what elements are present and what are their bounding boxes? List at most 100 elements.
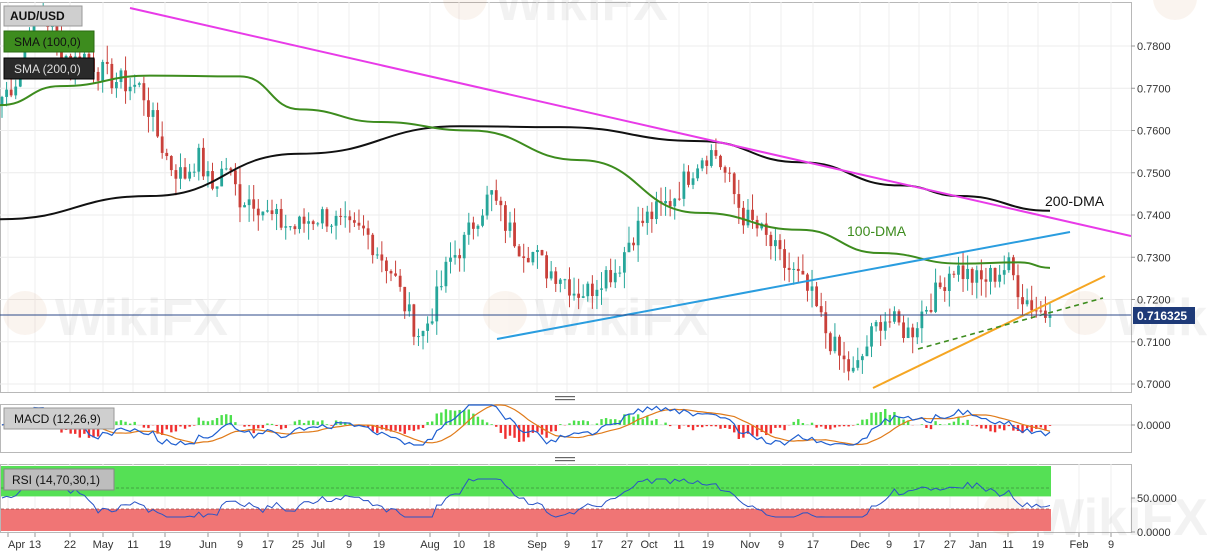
candle-body [385,260,388,272]
macd-histogram-bar [417,425,420,430]
candle-body [133,84,137,87]
candle-body [352,220,356,223]
macd-histogram-bar [426,421,429,425]
macd-histogram-bar [513,425,516,438]
candle-body [279,208,283,228]
macd-histogram-bar [774,425,777,428]
candle-body [458,255,462,259]
x-tick-label: 19 [702,539,714,551]
symbol-legend[interactable]: AUD/USD [3,5,83,27]
macd-histogram-bar [435,413,438,425]
sma100-legend[interactable]: SMA (100,0) [3,30,95,53]
macd-histogram-bar [893,412,896,425]
candle-body [96,71,100,81]
x-tick-label: 17 [591,539,603,551]
candle-body [838,336,841,356]
candle-body [430,321,434,324]
candle-body [856,360,860,368]
macd-legend[interactable]: MACD (12,26,9) [3,407,115,430]
candle-body [705,160,709,166]
candle-body [311,221,315,225]
candle-body [732,173,736,195]
candle-body [435,286,439,322]
watermark-text: WikiFX [535,289,708,347]
candle-body [801,270,805,275]
macd-histogram-bar [467,409,470,425]
candle-body [622,252,626,273]
sma200-legend[interactable]: SMA (200,0) [3,57,95,80]
macd-histogram-bar [582,420,585,425]
candle-body [398,275,402,287]
candle-body [293,226,297,230]
macd-histogram-bar [1012,425,1015,431]
candle-body [545,255,548,279]
x-tick-label: 11 [1002,539,1013,551]
macd-histogram-bar [366,425,370,428]
macd-histogram-bar [408,425,411,431]
candle-body [1021,297,1024,305]
macd-histogram-bar [980,425,983,429]
macd-histogram-bar [847,425,850,427]
macd-histogram-bar [170,425,173,433]
candle-body [183,167,187,179]
candle-body [115,82,118,89]
panel-resize-handle[interactable] [555,399,575,401]
candle-body [915,328,919,338]
panel-resize-handle[interactable] [555,457,575,459]
candle-body [23,47,27,66]
macd-histogram-bar [668,425,672,427]
candle-body [893,311,896,322]
candle-body [655,201,658,220]
candle-body [481,215,484,226]
macd-histogram-bar [321,420,324,425]
macd-histogram-bar [559,424,562,425]
candle-body [792,268,796,270]
sma200-label: SMA (200,0) [14,62,81,76]
panel-resize-handle[interactable] [555,396,575,398]
macd-histogram-bar [948,423,951,425]
macd-histogram-bar [398,425,402,432]
candle-body [929,309,933,312]
candle-body [586,283,590,297]
candle-body [449,257,452,262]
macd-histogram-bar [778,425,782,428]
macd-histogram-bar [1025,425,1029,429]
macd-signal-line [1,404,1051,446]
candle-body [787,267,791,270]
macd-histogram-bar [952,421,956,425]
macd-histogram-bar [572,420,576,425]
macd-histogram-bar [444,409,448,425]
candle-body [664,201,667,204]
panel-resize-handle[interactable] [555,460,575,462]
candle-body [632,242,635,246]
candle-body [590,283,594,297]
candle-body [824,312,828,334]
macd-histogram-bar [174,425,178,432]
macd-histogram-bar [700,425,704,428]
macd-histogram-bar [1007,425,1011,427]
rsi-legend[interactable]: RSI (14,70,30,1) [3,468,115,491]
y-tick-label: 0.0000 [1137,420,1171,432]
candle-body [851,367,855,372]
macd-histogram-bar [261,425,265,429]
macd-histogram-bar [311,420,315,425]
candle-body [810,286,814,291]
candle-body [828,333,832,352]
macd-histogram-bar [87,425,91,438]
macd-histogram-bar [696,425,699,427]
candle-body [517,246,521,257]
candle-body [668,201,672,207]
macd-histogram-bar [362,425,365,427]
candle-body [577,293,581,298]
candle-body [993,267,997,282]
macd-histogram-bar [298,419,301,425]
candle-body [266,210,269,212]
x-tick-label: 19 [1032,539,1044,551]
macd-histogram-bar [412,425,416,431]
macd-histogram-bar [229,415,233,425]
candle-body [238,184,242,208]
candle-body [426,323,430,331]
candle-body [320,209,324,224]
watermark-text: WikiFX [55,289,228,347]
candle-body [975,270,979,283]
